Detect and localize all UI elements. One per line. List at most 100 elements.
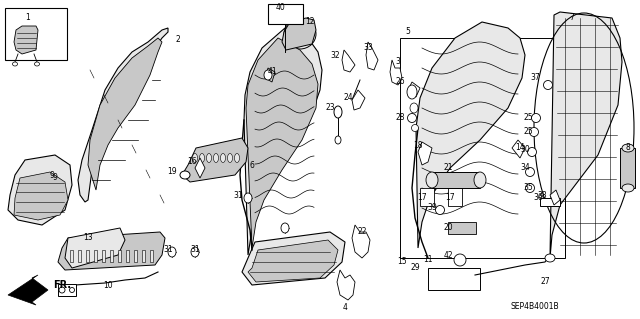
Text: 41: 41 <box>267 68 277 77</box>
Text: SEP4B4001B: SEP4B4001B <box>511 302 559 311</box>
Text: 35: 35 <box>523 183 533 192</box>
Polygon shape <box>14 172 68 220</box>
Text: 15: 15 <box>397 257 407 266</box>
Text: 38: 38 <box>537 190 547 199</box>
Polygon shape <box>126 250 129 262</box>
Bar <box>432 172 480 188</box>
Bar <box>58 284 76 296</box>
Text: 13: 13 <box>83 234 93 242</box>
Polygon shape <box>352 225 370 258</box>
Ellipse shape <box>214 153 218 162</box>
Polygon shape <box>78 28 168 202</box>
Text: 39: 39 <box>427 204 437 212</box>
Text: 18: 18 <box>413 140 423 150</box>
Bar <box>5 8 67 60</box>
Text: 32: 32 <box>330 50 340 60</box>
Polygon shape <box>282 18 316 50</box>
Polygon shape <box>86 250 89 262</box>
Polygon shape <box>246 38 318 248</box>
Text: 33: 33 <box>363 43 373 53</box>
Ellipse shape <box>435 205 445 214</box>
Polygon shape <box>65 228 125 268</box>
Ellipse shape <box>191 247 199 257</box>
Ellipse shape <box>193 153 198 162</box>
Text: FR.: FR. <box>53 280 71 290</box>
Polygon shape <box>408 82 420 97</box>
Text: 5: 5 <box>406 27 410 36</box>
Text: 3: 3 <box>396 57 401 66</box>
Text: 17: 17 <box>417 194 427 203</box>
Text: 6: 6 <box>250 160 255 169</box>
Polygon shape <box>416 22 525 248</box>
Text: 4: 4 <box>342 303 348 313</box>
Text: 23: 23 <box>325 103 335 113</box>
Ellipse shape <box>284 19 316 49</box>
Polygon shape <box>150 250 153 262</box>
Ellipse shape <box>545 254 555 262</box>
Ellipse shape <box>408 114 417 122</box>
Bar <box>428 268 480 290</box>
Text: 24: 24 <box>343 93 353 102</box>
Bar <box>448 222 476 234</box>
Text: 2: 2 <box>175 35 180 44</box>
Text: 12: 12 <box>305 18 315 26</box>
Text: 1: 1 <box>26 13 30 23</box>
Text: 9: 9 <box>49 170 54 180</box>
Ellipse shape <box>70 287 74 293</box>
Polygon shape <box>265 68 275 82</box>
Text: 11: 11 <box>423 256 433 264</box>
Text: 42: 42 <box>443 250 453 259</box>
Text: 29: 29 <box>410 263 420 272</box>
Ellipse shape <box>227 153 232 162</box>
Text: 21: 21 <box>444 164 452 173</box>
Polygon shape <box>118 250 121 262</box>
Polygon shape <box>58 232 165 270</box>
Ellipse shape <box>531 114 541 122</box>
Bar <box>620 148 635 188</box>
Polygon shape <box>8 155 72 225</box>
Text: 14: 14 <box>515 144 525 152</box>
Text: 25: 25 <box>523 114 533 122</box>
Polygon shape <box>244 28 322 255</box>
Polygon shape <box>110 250 113 262</box>
Polygon shape <box>550 190 560 205</box>
Text: 16: 16 <box>187 158 197 167</box>
Text: 8: 8 <box>626 144 630 152</box>
Polygon shape <box>337 270 355 300</box>
Polygon shape <box>70 250 73 262</box>
Ellipse shape <box>59 287 65 293</box>
Text: 7: 7 <box>570 13 575 23</box>
Ellipse shape <box>525 183 534 192</box>
Ellipse shape <box>200 153 205 162</box>
Ellipse shape <box>334 106 342 118</box>
Text: 17: 17 <box>445 194 455 203</box>
Polygon shape <box>342 50 355 72</box>
Text: 31: 31 <box>163 246 173 255</box>
Text: 19: 19 <box>167 167 177 176</box>
Ellipse shape <box>234 153 239 162</box>
Ellipse shape <box>543 80 552 90</box>
Ellipse shape <box>454 254 466 266</box>
Polygon shape <box>14 26 38 54</box>
Ellipse shape <box>622 144 634 152</box>
Ellipse shape <box>412 124 419 131</box>
Text: 36: 36 <box>533 194 543 203</box>
Text: 34: 34 <box>520 164 530 173</box>
Text: 40: 40 <box>275 4 285 12</box>
Ellipse shape <box>410 103 418 113</box>
Ellipse shape <box>207 153 211 162</box>
Ellipse shape <box>525 167 534 176</box>
Polygon shape <box>366 42 378 70</box>
Polygon shape <box>418 142 432 165</box>
Polygon shape <box>550 12 622 258</box>
Polygon shape <box>512 140 525 158</box>
Text: 28: 28 <box>396 114 404 122</box>
Bar <box>420 188 434 206</box>
Polygon shape <box>94 250 97 262</box>
Polygon shape <box>102 250 105 262</box>
Ellipse shape <box>527 147 536 157</box>
Bar <box>448 188 462 206</box>
Ellipse shape <box>335 136 341 144</box>
Polygon shape <box>8 275 48 305</box>
Text: 30: 30 <box>520 145 530 154</box>
